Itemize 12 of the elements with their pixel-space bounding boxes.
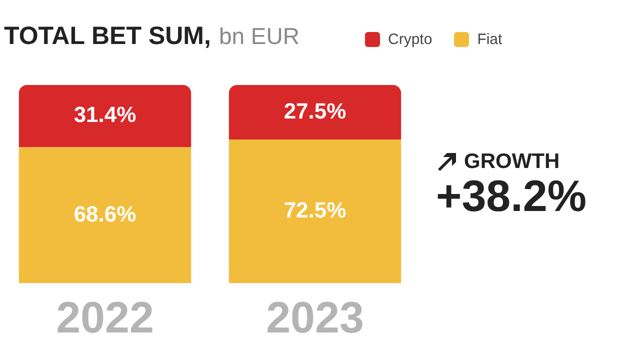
legend-label: Crypto	[388, 31, 432, 48]
chart-subtitle: bn EUR	[218, 23, 300, 49]
data-label: 72.5%	[284, 197, 346, 222]
data-label: 27.5%	[284, 98, 346, 124]
text: GROWTH	[464, 150, 560, 174]
chart-title: TOTAL BET SUM,	[4, 22, 211, 50]
legend-label: Fiat	[477, 31, 502, 48]
text: +38.2%	[436, 172, 586, 222]
x-tick-label: 2023	[266, 294, 364, 343]
data-label: 68.6%	[74, 201, 136, 226]
data-label: 31.4%	[74, 102, 136, 128]
x-tick-label: 2022	[56, 294, 154, 343]
